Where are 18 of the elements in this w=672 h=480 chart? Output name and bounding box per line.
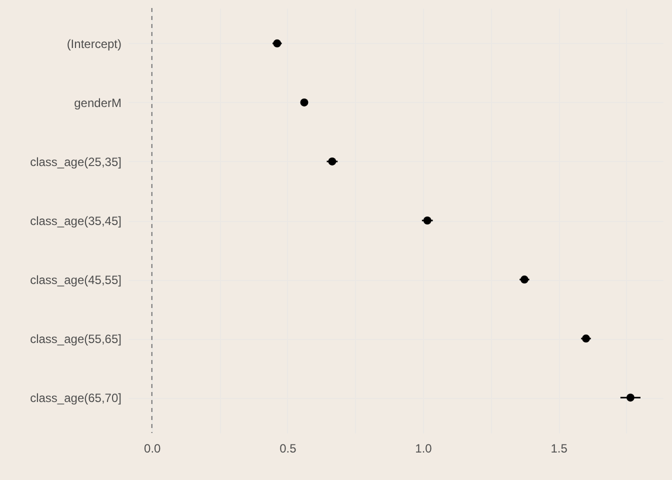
- point: [423, 216, 432, 224]
- y-tick-label: class_age(45,55]: [30, 273, 122, 288]
- x-tick-label: 0.5: [280, 442, 297, 456]
- point: [328, 157, 336, 166]
- y-tick-label: (Intercept): [66, 36, 122, 51]
- point: [300, 98, 308, 106]
- point: [520, 276, 528, 284]
- y-tick-label: class_age(65,70]: [30, 391, 122, 406]
- y-tick-label: class_age(55,65]: [30, 332, 122, 346]
- point: [273, 39, 282, 48]
- x-tick-label: 0.0: [144, 442, 162, 456]
- point: [626, 394, 634, 402]
- x-tick-label: 1.0: [415, 442, 432, 456]
- y-tick-label: class_age(35,45]: [30, 214, 122, 228]
- y-tick-label: class_age(25,35]: [30, 154, 122, 169]
- y-tick-label: genderM: [74, 96, 122, 110]
- point: [582, 334, 590, 343]
- x-tick-label: 1.5: [550, 442, 568, 456]
